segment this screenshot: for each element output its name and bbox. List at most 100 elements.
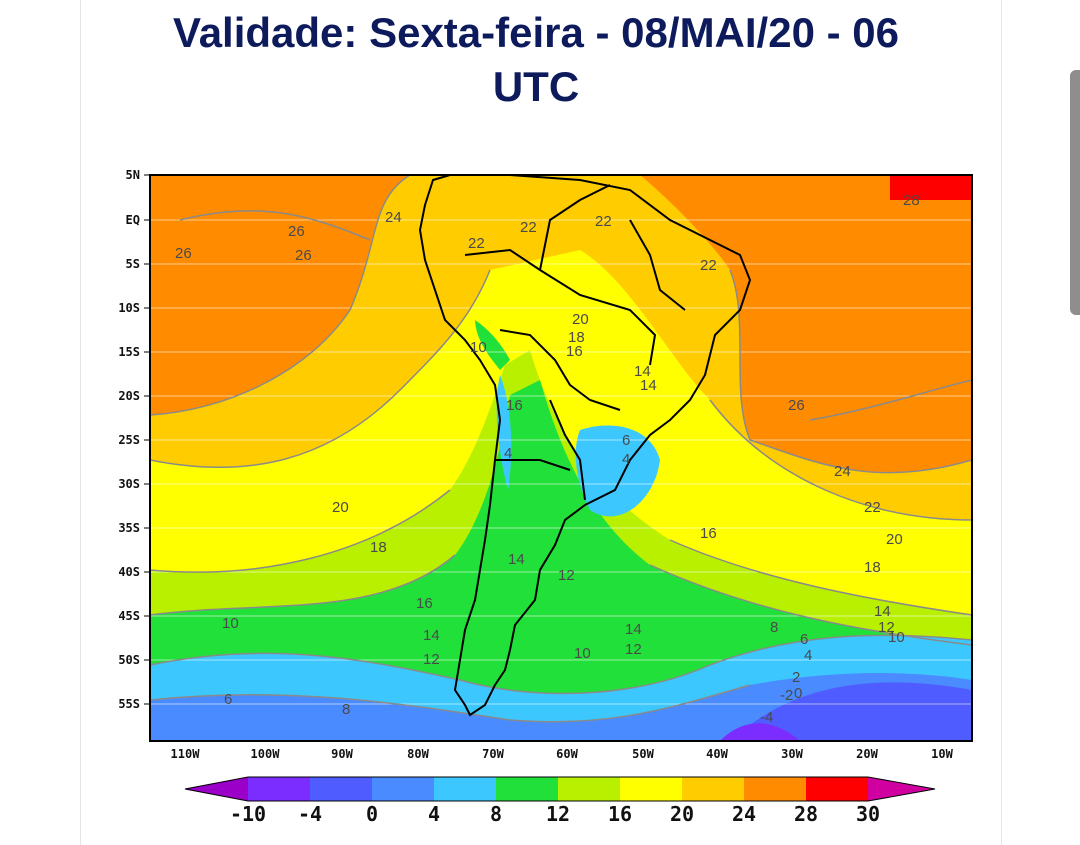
contour-label: 16 xyxy=(700,525,717,542)
contour-label: 18 xyxy=(864,559,881,576)
contour-label: 22 xyxy=(468,235,485,252)
contour-label: 22 xyxy=(700,257,717,274)
lon-tick: 90W xyxy=(331,747,353,761)
contour-label: 12 xyxy=(558,567,575,584)
lat-tick: 40S xyxy=(118,565,140,579)
lat-tick: 5N xyxy=(126,168,140,182)
contour-label: 14 xyxy=(625,621,642,638)
title-line-2: UTC xyxy=(492,63,580,110)
lat-tick: 55S xyxy=(118,697,140,711)
colorbar-swatch xyxy=(806,777,868,801)
contour-labels: 28 26 26 26 24 22 22 22 22 20 18 16 10 1… xyxy=(175,192,920,726)
title-line-1: Validade: Sexta-feira - 08/MAI/20 - 06 xyxy=(173,9,899,56)
colorbar-label: -10 xyxy=(230,802,266,826)
contour-label: 14 xyxy=(874,603,891,620)
lon-tick: 20W xyxy=(856,747,878,761)
lon-tick: 110W xyxy=(171,747,201,761)
contour-label: 14 xyxy=(634,363,651,380)
contour-label: 22 xyxy=(595,213,612,230)
contour-label: -4 xyxy=(760,709,773,726)
contour-label: 12 xyxy=(878,619,895,636)
colorbar-swatch xyxy=(434,777,496,801)
lat-tick: 50S xyxy=(118,653,140,667)
contour-label: 14 xyxy=(640,377,657,394)
colorbar-swatch xyxy=(496,777,558,801)
contour-label: 0 xyxy=(794,685,802,702)
colorbar-swatch xyxy=(372,777,434,801)
contour-label: 6 xyxy=(224,691,232,708)
colorbar-label: 24 xyxy=(732,802,756,826)
contour-label: 6 xyxy=(622,432,630,449)
lat-tick: EQ xyxy=(126,213,140,227)
contour-label: 4 xyxy=(622,451,630,468)
colorbar-label: 28 xyxy=(794,802,818,826)
contour-label: 8 xyxy=(342,701,350,718)
lon-tick: 10W xyxy=(931,747,953,761)
colorbar: -10 -4 0 4 8 12 16 20 24 28 30 xyxy=(184,776,936,826)
colorbar-label: 16 xyxy=(608,802,632,826)
lat-tick: 25S xyxy=(118,433,140,447)
lat-tick: 10S xyxy=(118,301,140,315)
lon-tick: 60W xyxy=(556,747,578,761)
contour-label: 10 xyxy=(222,615,239,632)
lat-tick: 15S xyxy=(118,345,140,359)
contour-label: 8 xyxy=(770,619,778,636)
contour-label: 20 xyxy=(886,531,903,548)
page-title: Validade: Sexta-feira - 08/MAI/20 - 06 U… xyxy=(80,6,992,114)
contour-label: 4 xyxy=(504,445,512,462)
contour-label: 12 xyxy=(423,651,440,668)
contour-label: 18 xyxy=(370,539,387,556)
lat-tick: 30S xyxy=(118,477,140,491)
map-figure: 5N EQ 5S 10S 15S 20S 25S 30S 35S 40S 45S… xyxy=(118,168,973,826)
contour-label: 22 xyxy=(520,219,537,236)
lon-tick: 70W xyxy=(482,747,504,761)
contour-label: 24 xyxy=(834,463,851,480)
contour-label: 16 xyxy=(566,343,583,360)
contour-label: 6 xyxy=(800,631,808,648)
plot-frame xyxy=(149,174,973,742)
colorbar-label: 30 xyxy=(856,802,880,826)
contour-label: 4 xyxy=(804,647,812,664)
lat-tick: 35S xyxy=(118,521,140,535)
lon-tick: 30W xyxy=(781,747,803,761)
lat-tick: 20S xyxy=(118,389,140,403)
colorbar-label: 0 xyxy=(366,802,378,826)
contour-label: 26 xyxy=(788,397,805,414)
colorbar-label: -4 xyxy=(298,802,322,826)
contour-label: 14 xyxy=(423,627,440,644)
contour-label: 28 xyxy=(903,192,920,209)
contour-label: 12 xyxy=(625,641,642,658)
lon-tick: 80W xyxy=(407,747,429,761)
longitude-ticks: 110W 100W 90W 80W 70W 60W 50W 40W 30W 20… xyxy=(171,747,954,761)
contour-label: 22 xyxy=(864,499,881,516)
contour-label: 10 xyxy=(470,339,487,356)
contour-label: 26 xyxy=(175,245,192,262)
colorbar-swatch xyxy=(744,777,806,801)
colorbar-swatch xyxy=(558,777,620,801)
contour-label: 26 xyxy=(295,247,312,264)
contour-label: 18 xyxy=(568,329,585,346)
lon-tick: 40W xyxy=(706,747,728,761)
contour-label: 20 xyxy=(332,499,349,516)
colorbar-swatch xyxy=(248,777,310,801)
contour-label: 16 xyxy=(416,595,433,612)
contour-label: 10 xyxy=(574,645,591,662)
contour-label: -2 xyxy=(780,687,793,704)
colorbar-low-arrow xyxy=(185,777,248,801)
colorbar-label: 12 xyxy=(546,802,570,826)
colorbar-swatch xyxy=(620,777,682,801)
colorbar-label: 8 xyxy=(490,802,502,826)
contour-label: 14 xyxy=(508,551,525,568)
contour-label: 24 xyxy=(385,209,402,226)
colorbar-label: 20 xyxy=(670,802,694,826)
colorbar-swatch xyxy=(310,777,372,801)
scrollbar-thumb[interactable] xyxy=(1070,70,1080,315)
contour-label: 10 xyxy=(888,629,905,646)
latitude-ticks: 5N EQ 5S 10S 15S 20S 25S 30S 35S 40S 45S… xyxy=(118,168,150,711)
colorbar-label: 4 xyxy=(428,802,440,826)
contour-label: 26 xyxy=(288,223,305,240)
temperature-map: 5N EQ 5S 10S 15S 20S 25S 30S 35S 40S 45S… xyxy=(110,160,990,830)
contour-label: 2 xyxy=(792,669,800,686)
lon-tick: 50W xyxy=(632,747,654,761)
temperature-field xyxy=(150,175,972,741)
